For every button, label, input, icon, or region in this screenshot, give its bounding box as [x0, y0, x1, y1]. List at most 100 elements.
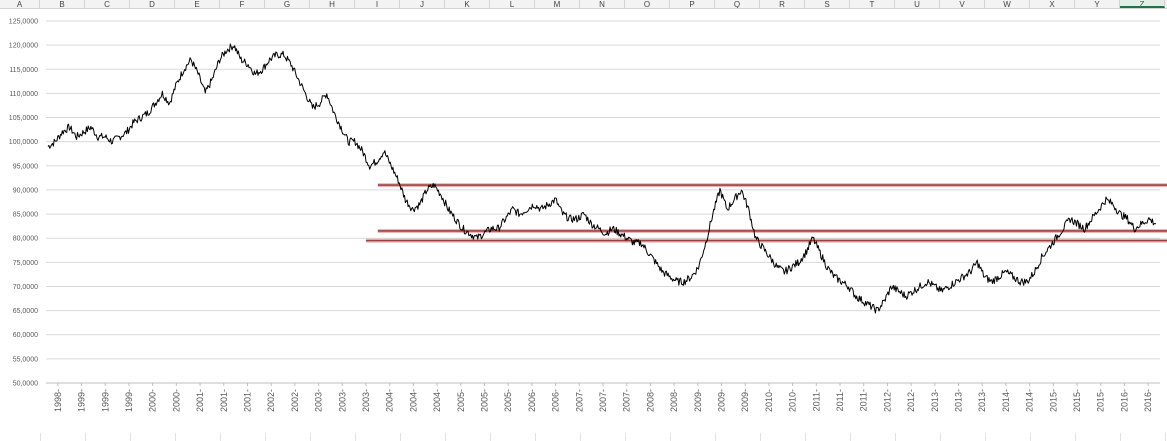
x-tick-label: 2014- [1001, 389, 1011, 412]
x-tick-label: 2009- [693, 389, 703, 412]
column-boundary [400, 433, 401, 441]
y-tick-label: 60,0000 [13, 332, 38, 339]
column-boundary [625, 433, 626, 441]
column-header-p[interactable]: P [670, 0, 715, 8]
column-boundary [445, 433, 446, 441]
x-tick-label: 1998- [53, 389, 63, 412]
x-tick-label: 1999- [100, 389, 110, 412]
y-tick-label: 120,0000 [9, 43, 38, 50]
y-tick-label: 95,0000 [13, 163, 38, 170]
column-header-g[interactable]: G [265, 0, 310, 8]
column-boundary [1030, 433, 1031, 441]
column-boundary [985, 433, 986, 441]
column-boundary [85, 433, 86, 441]
x-tick-label: 2005- [503, 389, 513, 412]
column-header-j[interactable]: J [400, 0, 445, 8]
column-header-q[interactable]: Q [715, 0, 760, 8]
column-boundary [850, 433, 851, 441]
x-tick-label: 2004- [408, 389, 418, 412]
column-boundary [310, 433, 311, 441]
column-header-r[interactable]: R [760, 0, 805, 8]
column-header-y[interactable]: Y [1075, 0, 1120, 8]
x-tick-label: 2016- [1119, 389, 1129, 412]
column-header-m[interactable]: M [535, 0, 580, 8]
x-tick-label: 2004- [385, 389, 395, 412]
x-tick-label: 2008- [645, 389, 655, 412]
column-boundary [1120, 433, 1121, 441]
column-boundary [1075, 433, 1076, 441]
column-header-h[interactable]: H [310, 0, 355, 8]
column-header-o[interactable]: O [625, 0, 670, 8]
x-tick-label: 2015- [1072, 389, 1082, 412]
column-header-c[interactable]: C [85, 0, 130, 8]
x-tick-label: 2013- [954, 389, 964, 412]
column-header-w[interactable]: W [985, 0, 1030, 8]
x-tick-label: 2010- [788, 389, 798, 412]
column-boundary [535, 433, 536, 441]
x-tick-label: 2006- [527, 389, 537, 412]
x-tick-label: 2000- [148, 389, 158, 412]
horizontal-reference-lines [365, 183, 1167, 243]
x-tick-label: 2013- [930, 389, 940, 412]
y-axis-ticks: 125,0000 120,0000 115,0000 110,0000 105,0000… [9, 19, 38, 388]
y-tick-label: 80,0000 [13, 236, 38, 243]
column-header-n[interactable]: N [580, 0, 625, 8]
y-tick-label: 110,0000 [9, 91, 38, 98]
x-tick-label: 2001- [242, 389, 252, 412]
column-boundary [265, 433, 266, 441]
x-tick-label: 1999- [77, 389, 87, 412]
column-header-k[interactable]: K [445, 0, 490, 8]
column-boundary [355, 433, 356, 441]
x-tick-label: 2009- [717, 389, 727, 412]
column-boundary [715, 433, 716, 441]
y-tick-label: 70,0000 [13, 284, 38, 291]
x-tick-label: 2003- [361, 389, 371, 412]
x-tick-label: 2006- [551, 389, 561, 412]
series-line[interactable] [47, 43, 1157, 314]
x-tick-label: 2007- [598, 389, 608, 412]
column-boundary [40, 433, 41, 441]
x-tick-label: 2014- [1025, 389, 1035, 412]
y-tick-label: 105,0000 [9, 115, 38, 122]
y-tick-label: 75,0000 [13, 260, 38, 267]
x-tick-label: 2005- [479, 389, 489, 412]
y-tick-label: 85,0000 [13, 212, 38, 219]
column-header-v[interactable]: V [940, 0, 985, 8]
column-boundary [130, 433, 131, 441]
x-tick-label: 2009- [740, 389, 750, 412]
column-header-s[interactable]: S [805, 0, 850, 8]
column-header-i[interactable]: I [355, 0, 400, 8]
column-header-x[interactable]: X [1030, 0, 1075, 8]
column-header-e[interactable]: E [175, 0, 220, 8]
column-header-b[interactable]: B [40, 0, 85, 8]
column-boundary [940, 433, 941, 441]
x-tick-label: 2007- [574, 389, 584, 412]
column-header-d[interactable]: D [130, 0, 175, 8]
x-tick-label: 2007- [622, 389, 632, 412]
column-header-z[interactable]: Z [1120, 0, 1165, 8]
column-header-a[interactable]: A [0, 0, 40, 8]
column-header-u[interactable]: U [895, 0, 940, 8]
column-boundary [760, 433, 761, 441]
x-tick-label: 2003- [337, 389, 347, 412]
column-boundary [220, 433, 221, 441]
column-boundary [1165, 433, 1166, 441]
line-chart: 125,0000 120,0000 115,0000 110,0000 105,0000… [9, 19, 1167, 412]
x-tick-label: 2016- [1143, 389, 1153, 412]
column-header-f[interactable]: F [220, 0, 265, 8]
x-tick-label: 2001- [195, 389, 205, 412]
x-tick-label: 2000- [171, 389, 181, 412]
x-tick-label: 2011- [859, 389, 869, 411]
x-tick-label: 2011- [811, 389, 821, 411]
column-header-t[interactable]: T [850, 0, 895, 8]
bottom-row-strip [0, 433, 1167, 441]
x-tick-label: 2002- [266, 389, 276, 412]
y-tick-label: 115,0000 [9, 67, 38, 74]
column-header-l[interactable]: L [490, 0, 535, 8]
x-tick-label: 2013- [977, 389, 987, 412]
series-group [47, 43, 1157, 314]
column-boundary [580, 433, 581, 441]
gridlines [46, 20, 1160, 384]
x-tick-label: 2008- [669, 389, 679, 412]
